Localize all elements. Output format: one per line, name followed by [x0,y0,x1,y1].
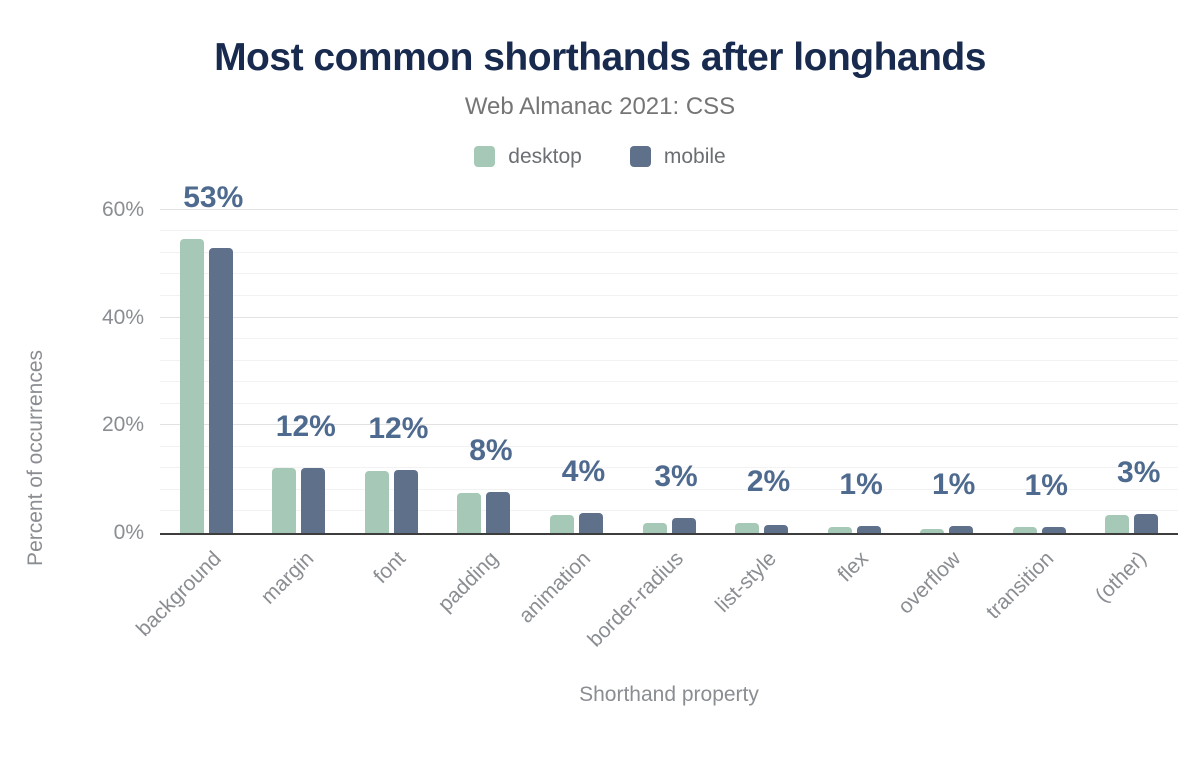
bar-group-padding: 8% padding [434,210,531,616]
mobile-bar-other [1134,514,1159,533]
major-gridline [160,424,1178,426]
desktop-swatch-icon [474,146,496,168]
bar-value-label: 3% [654,460,698,494]
bar-value-label: 1% [1024,469,1068,503]
minor-gridline [160,338,1178,340]
bar-value-label: 1% [839,467,883,501]
bar-group-background: 53% background [132,183,253,641]
desktop-bar-margin [272,468,297,533]
desktop-bar-overflow [920,528,945,533]
minor-gridline [160,230,1178,232]
bar-value-label: 12% [275,410,336,444]
y-tick-label: 20% [101,413,144,437]
minor-gridline [160,488,1178,490]
mobile-bar-list-style [764,524,789,533]
bar-group-margin: 12% margin [253,210,346,609]
mobile-bar-flex [856,525,881,533]
minor-gridline [160,467,1178,469]
bar-value-label: 4% [561,455,606,489]
desktop-bar-transition [1012,527,1037,533]
bar-groups: 53% background 12% margin 12% font 8% padding 4%… [132,183,1178,652]
minor-gridline [160,445,1178,447]
desktop-bar-font [364,471,389,533]
desktop-bar-list-style [735,522,760,533]
minor-gridline [160,251,1178,253]
y-tick-label: 60% [101,197,144,221]
legend-item-desktop: desktop [474,145,582,169]
bar-group-animation: 4% animation [515,210,623,628]
chart-title: Most common shorthands after longhands [214,36,986,79]
desktop-bar-border-radius [642,522,667,533]
bar-group-font: 12% font [345,210,438,588]
y-axis-title: Percent of occurrences [24,350,47,567]
bar-group-transition: 1% transition [982,210,1086,623]
bar-value-label: 12% [368,411,429,445]
legend-label-mobile: mobile [663,144,726,168]
legend-label-desktop: desktop [508,144,582,168]
mobile-bar-background [208,247,233,533]
bar-group-overflow: 1% overflow [894,210,993,618]
minor-gridline [160,273,1178,275]
bar-value-label: 53% [183,181,244,215]
y-tick-label: 0% [113,520,144,544]
minor-gridline [160,510,1178,512]
y-tick-label: 40% [101,305,144,329]
bar-group-flex: 1% flex [808,210,901,586]
mobile-bar-border-radius [671,518,696,533]
x-axis-title: Shorthand property [579,682,759,706]
desktop-bar-background [179,239,204,533]
mobile-bar-font [393,469,418,533]
plot-area: 0% 20% 40% 60% 53% background 12% margin 12% font… [102,183,1178,652]
minor-gridline [160,381,1178,383]
bar-group-list-style: 2% list-style [711,210,808,617]
mobile-bar-overflow [949,525,974,533]
mobile-bar-animation [578,513,603,533]
bar-group-border-radius: 3% border-radius [584,210,716,652]
minor-gridline [160,294,1178,296]
bar-value-label: 3% [1117,456,1161,490]
legend-item-mobile: mobile [629,144,726,169]
desktop-bar-other [1105,515,1130,533]
major-gridline [160,208,1178,210]
chart-subtitle: Web Almanac 2021: CSS [464,92,736,120]
mobile-bar-margin [301,468,326,533]
desktop-bar-padding [457,493,482,533]
chart-area: Percent of occurrences 0% 20% 40% 60% 53% bac… [0,183,1200,707]
desktop-bar-flex [827,526,852,533]
minor-gridline [160,359,1178,361]
mobile-bar-transition [1041,527,1066,533]
major-gridline [160,316,1178,318]
legend: desktop mobile [0,145,1200,169]
bar-value-label: 2% [746,464,791,498]
desktop-bar-animation [549,514,574,533]
mobile-bar-padding [486,491,511,533]
bar-group-other: 3% (other) [1085,210,1178,607]
bar-value-label: 8% [469,433,513,467]
mobile-swatch-icon [629,146,651,168]
minor-gridline [160,402,1178,404]
bar-value-label: 1% [931,467,976,501]
